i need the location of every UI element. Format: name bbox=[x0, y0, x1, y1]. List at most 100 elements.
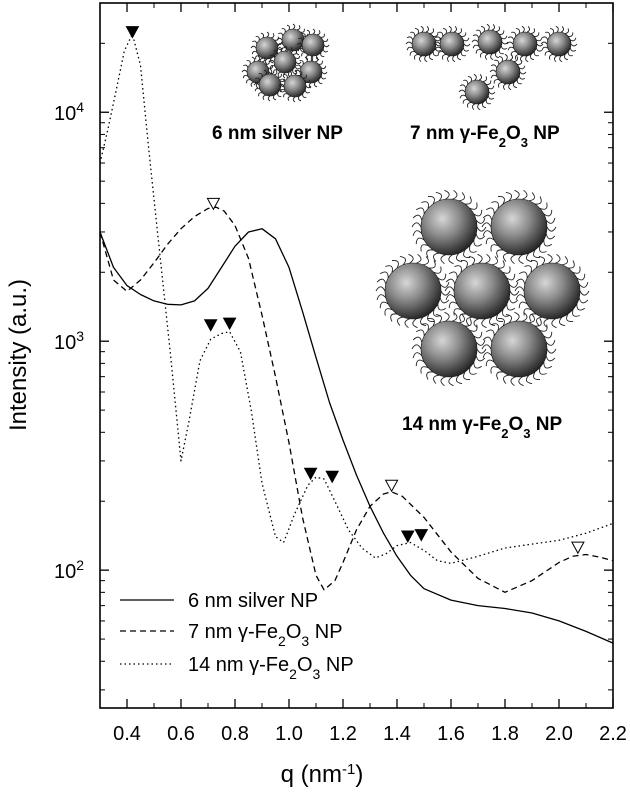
ligand bbox=[508, 281, 519, 288]
ligand bbox=[480, 51, 485, 58]
ligand bbox=[503, 83, 507, 91]
ligand bbox=[559, 55, 563, 63]
ligand bbox=[250, 45, 257, 49]
ligand bbox=[424, 55, 428, 63]
ligand bbox=[566, 313, 574, 323]
ligand bbox=[435, 37, 442, 42]
ligand bbox=[481, 318, 487, 329]
nanoparticle bbox=[458, 73, 496, 111]
x-tick-label: 1.8 bbox=[491, 723, 519, 745]
ligand bbox=[576, 303, 586, 311]
ligand bbox=[257, 55, 261, 62]
ligand bbox=[254, 87, 261, 92]
ligand bbox=[379, 301, 389, 309]
ligand bbox=[241, 69, 248, 73]
nanoparticle bbox=[444, 253, 520, 329]
ligand bbox=[495, 26, 500, 33]
ligand bbox=[459, 94, 466, 99]
ligand bbox=[482, 214, 493, 221]
ligand bbox=[379, 271, 389, 279]
ligand bbox=[310, 55, 314, 62]
ligand bbox=[462, 47, 470, 52]
ligand bbox=[490, 244, 499, 252]
ligand bbox=[464, 196, 472, 205]
ligand bbox=[481, 344, 492, 350]
ligand bbox=[302, 74, 307, 79]
ligand bbox=[514, 311, 520, 322]
ligand bbox=[505, 313, 513, 324]
ligand bbox=[260, 32, 265, 39]
ligand bbox=[433, 266, 442, 274]
ligand bbox=[277, 32, 284, 36]
ligand bbox=[286, 24, 291, 31]
x-tick-label: 2.2 bbox=[599, 723, 627, 745]
ligand bbox=[515, 27, 520, 34]
ligand bbox=[273, 50, 278, 55]
ligand bbox=[442, 27, 447, 34]
ligand bbox=[308, 82, 312, 89]
nanoparticle bbox=[411, 189, 487, 265]
ligand bbox=[296, 42, 303, 46]
legend: 6 nm silver NP 7 nm γ-Fe2O3 NP 14 nm γ-F… bbox=[120, 590, 354, 682]
ligand bbox=[415, 237, 425, 245]
ligand bbox=[258, 73, 263, 78]
ligand bbox=[477, 103, 481, 111]
ligand bbox=[536, 316, 543, 326]
label-silver-np: 6 nm silver NP bbox=[212, 123, 343, 144]
ligand bbox=[543, 331, 553, 339]
ligand bbox=[475, 355, 486, 362]
ligand bbox=[301, 52, 306, 57]
ligand bbox=[457, 54, 462, 61]
ligand bbox=[299, 70, 303, 77]
particle-core bbox=[490, 320, 548, 378]
particle-core bbox=[495, 59, 521, 85]
ligand bbox=[442, 53, 447, 60]
ligand bbox=[412, 352, 423, 359]
ligand bbox=[522, 189, 528, 200]
ligand bbox=[509, 53, 513, 61]
ligand bbox=[546, 348, 557, 354]
nanoparticle bbox=[540, 25, 578, 63]
ligand bbox=[489, 69, 497, 73]
ligand bbox=[422, 256, 429, 266]
ligand bbox=[242, 64, 249, 68]
ligand bbox=[500, 45, 508, 50]
ligand bbox=[473, 318, 479, 329]
ligand bbox=[305, 54, 309, 61]
ligand bbox=[411, 222, 422, 228]
ligand bbox=[485, 207, 495, 215]
ligand bbox=[516, 79, 522, 85]
ligand bbox=[420, 366, 429, 374]
ligand bbox=[545, 31, 551, 37]
ligand bbox=[541, 46, 548, 51]
ligand bbox=[564, 28, 569, 35]
ligand bbox=[251, 56, 256, 63]
x-tick-label: 0.6 bbox=[167, 723, 195, 745]
ligand bbox=[440, 376, 446, 387]
ligand bbox=[420, 25, 424, 33]
ligand bbox=[434, 36, 442, 41]
ligand bbox=[515, 278, 526, 285]
ligand bbox=[545, 355, 556, 362]
ligand bbox=[412, 214, 423, 221]
ligand bbox=[478, 73, 482, 81]
ligand bbox=[323, 44, 330, 48]
ligand bbox=[375, 286, 386, 292]
ligand bbox=[466, 316, 473, 326]
peak-marker-filled bbox=[203, 319, 218, 332]
ligand bbox=[408, 253, 414, 264]
ligand bbox=[279, 88, 286, 93]
ligand bbox=[533, 51, 539, 57]
ligand bbox=[437, 51, 443, 56]
ligand bbox=[539, 367, 547, 375]
ligand bbox=[321, 71, 328, 75]
ligand bbox=[538, 255, 546, 266]
ligand bbox=[427, 195, 435, 205]
ligand bbox=[530, 259, 538, 269]
ligand bbox=[434, 46, 441, 51]
ligand bbox=[426, 371, 434, 380]
ligand bbox=[276, 41, 283, 46]
ligand bbox=[262, 94, 266, 101]
ligand bbox=[485, 99, 491, 105]
ligand bbox=[406, 36, 414, 41]
